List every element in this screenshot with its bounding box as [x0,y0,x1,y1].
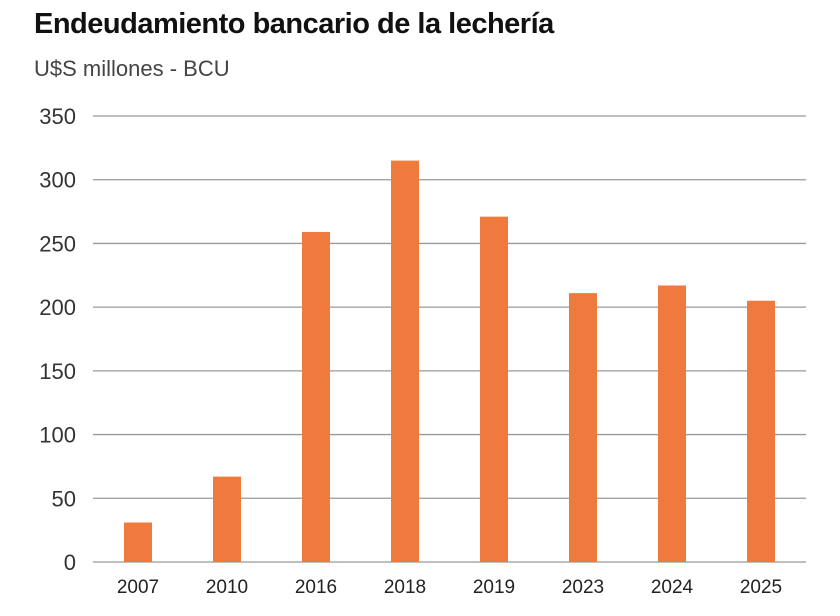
x-tick-label: 2016 [295,577,337,598]
y-tick-label: 350 [39,104,76,129]
chart-subtitle: U$S millones - BCU [34,56,230,81]
x-tick-label: 2010 [206,577,248,598]
bar-2016 [302,231,330,562]
x-tick-label: 2019 [473,577,515,598]
y-tick-label: 150 [39,359,76,384]
y-tick-label: 300 [39,168,76,193]
bar-2019 [480,216,508,562]
x-tick-label: 2024 [651,577,694,598]
x-tick-label: 2025 [740,577,782,598]
y-tick-label: 50 [52,486,76,511]
bar-2023 [569,293,597,562]
y-tick-label: 200 [39,295,76,320]
bar-2025 [747,300,775,562]
bar-2007 [124,522,152,562]
x-tick-label: 2018 [384,577,426,598]
bar-2024 [658,285,686,562]
y-tick-label: 250 [39,231,76,256]
x-tick-label: 2023 [562,577,604,598]
chart-title: Endeudamiento bancario de la lechería [34,8,554,40]
y-tick-label: 100 [39,423,76,448]
y-tick-label: 0 [64,550,76,575]
x-tick-label: 2007 [117,577,159,598]
bar-2010 [213,476,241,562]
bar-2018 [391,160,419,562]
